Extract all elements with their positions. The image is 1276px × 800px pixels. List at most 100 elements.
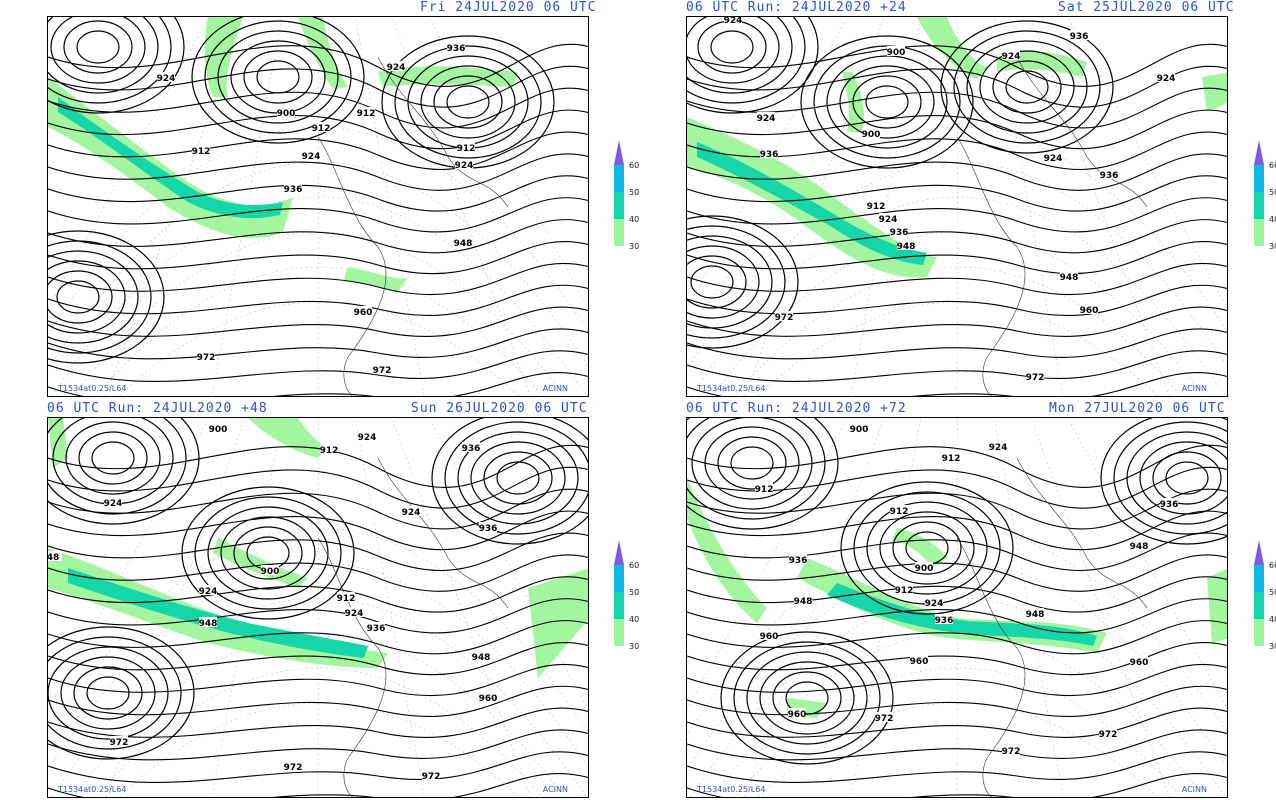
geopotential-contour [48,17,172,104]
panel3-credit: ACINN [542,785,568,794]
geopotential-contour [48,620,588,655]
panel1-model-info: T1534at0.25/L64 [58,384,127,393]
legend-label-40: 40 [1269,215,1276,224]
geopotential-contour [496,461,540,495]
contour-label: 912 [895,586,914,596]
legend-label-40: 40 [1269,615,1276,624]
contour-label-bg [367,622,385,632]
geopotential-contour [687,17,819,114]
contour-label-bg [1130,540,1148,550]
graticule-line [734,266,1182,396]
geopotential-contour [48,350,588,382]
geopotential-contour [759,661,855,735]
graticule-line [757,301,1159,396]
meridian-line [1030,418,1170,797]
geopotential-contour [48,773,588,797]
contour-label: 900 [915,564,934,574]
contour-label: 972 [1099,730,1118,740]
contour-label: 912 [457,144,476,154]
jet-stream-band [248,418,328,458]
legend-swatch-40 [1254,219,1264,246]
jet-stream-band [1207,568,1227,643]
meridian-line [1030,17,1170,396]
contour-label-bg [760,148,778,158]
contour-label: 924 [358,433,377,443]
contour-label: 972 [197,353,216,363]
graticule-line [687,161,1227,370]
contour-label: 924 [157,74,176,84]
geopotential-contour [48,444,588,488]
legend-label-40: 40 [629,615,640,624]
contour-label: 924 [455,161,474,171]
contour-label-bg [197,351,215,361]
contour-label-bg [261,565,279,575]
contour-label-bg [284,183,302,193]
contour-label: 912 [320,446,339,456]
geopotential-contour [1152,451,1222,505]
contour-label-bg [312,122,330,132]
geopotential-contour [48,262,588,296]
contour-label-bg [1002,745,1020,755]
geopotential-contour [48,219,588,254]
legend-max-arrow [614,140,624,165]
geopotential-contour [230,40,326,114]
wind-speed-legend-bottom-left: 60 50 40 30 [614,540,660,673]
contour-label: 924 [1157,74,1176,84]
geopotential-contour [687,153,1227,191]
legend-swatch-40 [1254,619,1264,646]
contour-label: 948 [794,597,813,607]
contour-label: 900 [850,425,869,435]
geopotential-contour [687,109,1227,150]
panel3-header-left: 06 UTC Run: 24JUL2020 +48 [47,401,268,416]
contour-label-bg [989,441,1007,451]
graticule-line [95,667,543,797]
geopotential-contour [48,250,139,344]
contour-label-bg [479,692,497,702]
geopotential-contour [813,45,961,159]
geopotential-contour [687,328,1227,360]
contour-label: 924 [402,508,421,518]
contour-label: 924 [1044,154,1063,164]
legend-swatch-50 [614,592,624,619]
jet-stream-core [697,142,927,265]
geopotential-contour [746,651,868,745]
panel4-header-left: 06 UTC Run: 24JUL2020 +72 [686,401,907,416]
jet-stream-band [298,17,348,89]
meridian-line [1067,17,1227,309]
geopotential-contour [772,671,842,725]
geopotential-contour [1165,461,1209,495]
contour-label-bg [1157,72,1175,82]
geopotential-contour [687,685,1227,718]
geopotential-contour [687,773,1227,797]
geopotential-contour [839,65,935,139]
geopotential-contour [826,55,948,149]
graticule-line [690,196,1226,396]
contour-label: 936 [789,556,808,566]
contour-label: 936 [1100,171,1119,181]
geopotential-contour [687,43,1227,87]
panel3-header-right: Sun 26JUL2020 06 UTC [411,401,588,416]
geopotential-contour [687,87,1227,129]
contour-label: 960 [1130,658,1149,668]
contour-label-bg [1080,304,1098,314]
geopotential-contour [48,418,200,525]
geopotential-contour [48,729,588,761]
contour-label-bg [862,128,880,138]
contour-label: 972 [875,714,894,724]
contour-label-bg [277,107,295,117]
geopotential-contour [76,30,120,64]
contour-label: 936 [935,616,954,626]
geopotential-contour [48,532,588,572]
contour-label: 924 [345,609,364,619]
geopotential-contour [48,418,187,515]
contour-label: 960 [479,694,498,704]
jet-stream-core [68,568,368,658]
contour-label: 936 [760,150,779,160]
jet-stream-band [892,528,947,568]
geopotential-contour [687,418,839,530]
geopotential-contour [48,153,588,191]
contour-label: 972 [775,313,794,323]
graticule-line [118,702,520,797]
contour-label-bg [454,237,472,247]
contour-label: 948 [1130,542,1149,552]
